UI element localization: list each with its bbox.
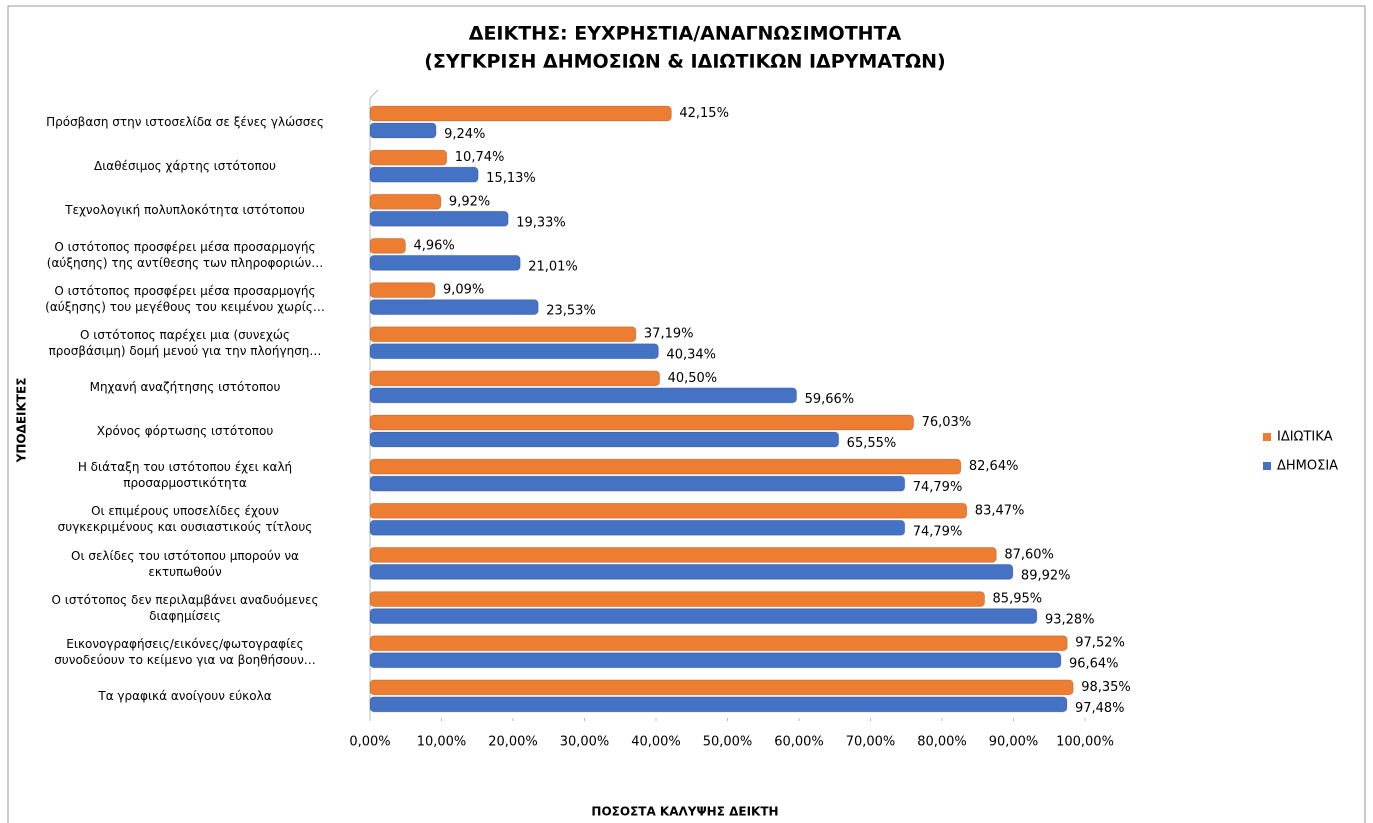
y-tick-label: Ο ιστότοπος προσφέρει μέσα προσαρμογής (… [46, 239, 324, 270]
bar [369, 387, 798, 404]
legend-label: ΔΗΜΟΣΙΑ [1277, 459, 1338, 474]
data-label: 89,92% [1021, 568, 1071, 583]
data-label: 97,52% [1075, 636, 1125, 651]
bar [369, 679, 1074, 696]
bar [369, 414, 915, 431]
y-tick-label: Χρόνος φόρτωσης ιστότοπου [96, 424, 274, 439]
chart-title: ΔΕΙΚΤΗΣ: ΕΥΧΡΗΣΤΙΑ/ΑΝΑΓΝΩΣΙΜΟΤΗΤΑ [469, 23, 902, 45]
bar [369, 591, 986, 608]
y-tick-label: Ο ιστότοπος προσφέρει μέσα προσαρμογής (… [45, 283, 325, 314]
data-label: 21,01% [528, 259, 578, 274]
x-tick-label: 90,00% [989, 735, 1039, 750]
data-label: 19,33% [516, 215, 566, 230]
y-tick-label: Η διάταξη του ιστότοπου έχει καλή προσαρ… [77, 460, 293, 491]
legend-swatch [1263, 462, 1271, 470]
bar [369, 475, 906, 492]
y-tick-label: Τεχνολογική πολυπλοκότητα ιστότοπου [65, 203, 305, 218]
y-tick-label: Οι επιμέρους υποσελίδες έχουν συγκεκριμέ… [57, 504, 313, 535]
bar [369, 519, 906, 536]
bar [369, 635, 1068, 652]
bar [369, 502, 968, 519]
bar [369, 343, 659, 360]
bar [369, 122, 437, 139]
y-tick-label: Πρόσβαση στην ιστοσελίδα σε ξένες γλώσσε… [46, 115, 324, 130]
data-label: 40,50% [668, 371, 718, 386]
data-label: 10,74% [455, 150, 505, 165]
data-label: 42,15% [679, 106, 729, 121]
data-label: 37,19% [644, 327, 694, 342]
x-tick-label: 0,00% [349, 735, 390, 750]
data-label: 9,92% [449, 194, 490, 209]
y-tick-label: Εικονογραφήσεις/εικόνες/φωτογραφίες συνο… [54, 636, 316, 667]
data-label: 74,79% [913, 480, 963, 495]
y-tick-label: Ο ιστότοπος παρέχει μια (συνεχώς προσβάσ… [48, 327, 322, 358]
x-axis-title: ΠΟΣΟΣΤΑ ΚΑΛΥΨΗΣ ΔΕΙΚΤΗ [591, 805, 778, 819]
data-label: 15,13% [486, 171, 536, 186]
bar [369, 149, 448, 166]
bar [369, 608, 1038, 625]
x-tick-label: 50,00% [703, 735, 753, 750]
bar [369, 370, 661, 387]
bar [369, 299, 539, 316]
bar [369, 563, 1014, 580]
data-label: 65,55% [847, 436, 897, 451]
legend-label: ΙΔΙΩΤΙΚΑ [1277, 430, 1333, 445]
data-label: 87,60% [1004, 547, 1054, 562]
bar [369, 254, 521, 271]
bar [369, 696, 1068, 713]
x-tick-label: 100,00% [1056, 735, 1114, 750]
data-label: 59,66% [805, 392, 855, 407]
x-tick-label: 60,00% [774, 735, 824, 750]
bar [369, 166, 479, 183]
data-label: 4,96% [413, 238, 454, 253]
bar [369, 237, 406, 254]
data-label: 82,64% [969, 459, 1019, 474]
data-label: 9,09% [443, 283, 484, 298]
bar [369, 193, 442, 210]
data-label: 23,53% [546, 304, 596, 319]
data-label: 85,95% [993, 592, 1043, 607]
bar [369, 458, 962, 475]
y-tick-label: Τα γραφικά ανοίγουν εύκολα [98, 688, 272, 703]
data-label: 74,79% [913, 524, 963, 539]
bar [369, 431, 840, 448]
y-tick-label: Μηχανή αναζήτησης ιστότοπου [89, 379, 281, 394]
bar [369, 652, 1062, 669]
bar [369, 282, 436, 299]
chart-subtitle: (ΣΥΓΚΡΙΣΗ ΔΗΜΟΣΙΩΝ & ΙΔΙΩΤΙΚΩΝ ΙΔΡΥΜΑΤΩΝ… [424, 51, 946, 73]
data-label: 93,28% [1045, 613, 1095, 628]
data-label: 83,47% [975, 503, 1025, 518]
y-axis-title: ΥΠΟΔΕΙΚΤΕΣ [15, 378, 29, 464]
x-tick-label: 20,00% [488, 735, 538, 750]
data-label: 40,34% [666, 348, 716, 363]
chart-border [7, 5, 1366, 823]
data-label: 96,64% [1069, 657, 1119, 672]
y-tick-label: Οι σελίδες του ιστότοπου μπορούν να εκτυ… [71, 548, 299, 579]
data-label: 76,03% [922, 415, 972, 430]
x-tick-label: 80,00% [917, 735, 967, 750]
x-tick-label: 40,00% [631, 735, 681, 750]
y-tick-label: Ο ιστότοπος δεν περιλαμβάνει αναδυόμενες… [51, 592, 319, 623]
x-tick-label: 30,00% [560, 735, 610, 750]
data-label: 98,35% [1081, 680, 1131, 695]
y-tick-label: Διαθέσιμος χάρτης ιστότοπου [94, 159, 276, 174]
x-tick-label: 10,00% [417, 735, 467, 750]
legend-swatch [1263, 433, 1271, 441]
bar [369, 326, 637, 343]
x-tick-label: 70,00% [846, 735, 896, 750]
bar [369, 105, 672, 122]
data-label: 97,48% [1075, 701, 1125, 716]
data-label: 9,24% [444, 127, 485, 142]
bar [369, 210, 509, 227]
bar [369, 546, 997, 563]
